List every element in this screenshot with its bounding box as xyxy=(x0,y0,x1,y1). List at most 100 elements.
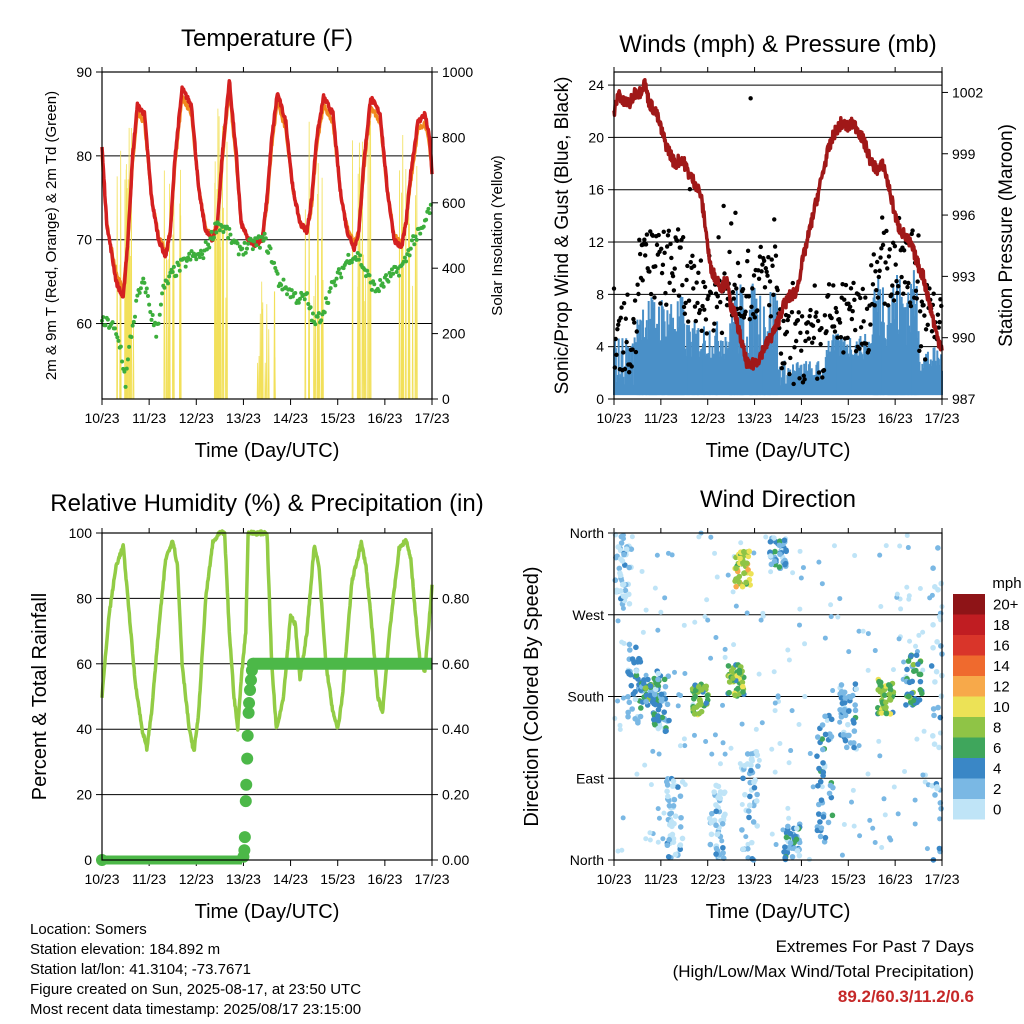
gust-point xyxy=(856,292,861,297)
direction-point xyxy=(633,668,640,674)
direction-point xyxy=(852,707,859,714)
direction-point xyxy=(798,575,804,581)
dewpoint-point xyxy=(125,357,130,362)
direction-point xyxy=(666,802,673,809)
insolation-line xyxy=(128,127,130,400)
direction-point xyxy=(817,778,824,785)
direction-point xyxy=(652,585,658,591)
direction-point xyxy=(810,784,816,790)
insolation-line xyxy=(256,362,259,400)
direction-point xyxy=(618,533,625,540)
direction-point xyxy=(782,855,788,861)
y-tick-label: North xyxy=(570,525,604,541)
gust-point xyxy=(756,268,761,273)
gust-point xyxy=(893,262,898,267)
gust-point xyxy=(785,317,790,323)
direction-point xyxy=(816,559,822,565)
direction-point xyxy=(676,692,682,698)
direction-point xyxy=(717,761,723,767)
gust-point xyxy=(670,273,676,279)
direction-point xyxy=(708,831,715,838)
dewpoint-point xyxy=(261,238,266,243)
dewpoint-point xyxy=(263,236,268,241)
direction-point xyxy=(756,757,762,763)
gust-point xyxy=(880,215,885,220)
colorbar-swatch xyxy=(953,778,985,799)
direction-point xyxy=(814,753,820,759)
insolation-line xyxy=(130,127,133,400)
dewpoint-point xyxy=(134,298,139,303)
direction-point xyxy=(936,744,942,751)
dewpoint-point xyxy=(293,291,298,296)
direction-point xyxy=(617,722,623,728)
direction-point xyxy=(733,603,739,609)
direction-point xyxy=(822,635,828,641)
direction-point xyxy=(664,701,671,708)
recent-data-text: Most recent data timestamp: 2025/08/17 2… xyxy=(30,1001,362,1018)
direction-point xyxy=(682,743,688,749)
gust-point xyxy=(747,317,752,322)
gust-point xyxy=(635,282,640,287)
gust-point xyxy=(895,290,900,296)
direction-point xyxy=(937,816,943,822)
direction-point xyxy=(619,847,625,853)
direction-point xyxy=(772,700,778,706)
direction-point xyxy=(632,715,638,722)
dewpoint-point xyxy=(418,231,423,236)
x-tick-label: 10/23 xyxy=(596,410,631,426)
direction-point xyxy=(920,629,926,635)
dewpoint-point xyxy=(389,267,394,272)
direction-point xyxy=(708,655,714,661)
gust-point xyxy=(902,280,908,285)
y-axis-label: Direction (Colored By Speed) xyxy=(521,566,543,826)
gust-point xyxy=(676,293,682,298)
direction-point xyxy=(769,746,775,752)
insolation-line xyxy=(124,300,127,400)
gust-point xyxy=(853,349,859,354)
direction-point xyxy=(876,738,882,744)
gust-point xyxy=(901,248,907,253)
y-right-tick-label: 996 xyxy=(952,207,976,223)
direction-point xyxy=(746,814,752,821)
direction-point xyxy=(915,661,921,667)
gust-point xyxy=(770,263,775,268)
gust-point xyxy=(850,308,855,314)
gust-point xyxy=(822,313,828,318)
direction-point xyxy=(883,704,889,711)
direction-point xyxy=(830,784,836,791)
gust-point xyxy=(815,376,820,381)
y-right-axis-label: Station Pressure (Maroon) xyxy=(996,124,1017,347)
direction-point xyxy=(935,704,941,711)
direction-point xyxy=(691,711,698,717)
dewpoint-point xyxy=(426,206,431,211)
colorbar-label: 14 xyxy=(993,658,1010,675)
dewpoint-point xyxy=(116,338,121,343)
dewpoint-point xyxy=(227,226,232,231)
x-tick-label: 10/23 xyxy=(84,410,119,426)
direction-point xyxy=(820,760,826,766)
station-info: Location: Somers Station elevation: 184.… xyxy=(30,920,361,1020)
gust-point xyxy=(804,330,810,335)
gust-point xyxy=(939,303,944,309)
direction-point xyxy=(802,641,808,647)
dewpoint-point xyxy=(184,258,189,263)
dewpoint-point xyxy=(199,248,203,253)
dewpoint-point xyxy=(143,290,148,295)
y-tick-label: East xyxy=(576,770,604,786)
direction-point xyxy=(760,610,766,616)
direction-point xyxy=(763,534,769,540)
direction-point xyxy=(736,670,743,676)
gust-point xyxy=(931,291,936,296)
dewpoint-point xyxy=(188,257,193,262)
x-tick-label: 17/23 xyxy=(414,410,449,426)
direction-point xyxy=(655,806,661,812)
direction-point xyxy=(887,687,894,693)
gust-point xyxy=(864,306,870,312)
colorbar-swatch xyxy=(953,676,985,697)
dewpoint-point xyxy=(242,240,247,245)
gust-point xyxy=(694,280,699,285)
dewpoint-point xyxy=(356,257,361,262)
direction-point xyxy=(938,805,944,812)
dewpoint-point xyxy=(260,234,265,239)
direction-point xyxy=(677,842,684,848)
